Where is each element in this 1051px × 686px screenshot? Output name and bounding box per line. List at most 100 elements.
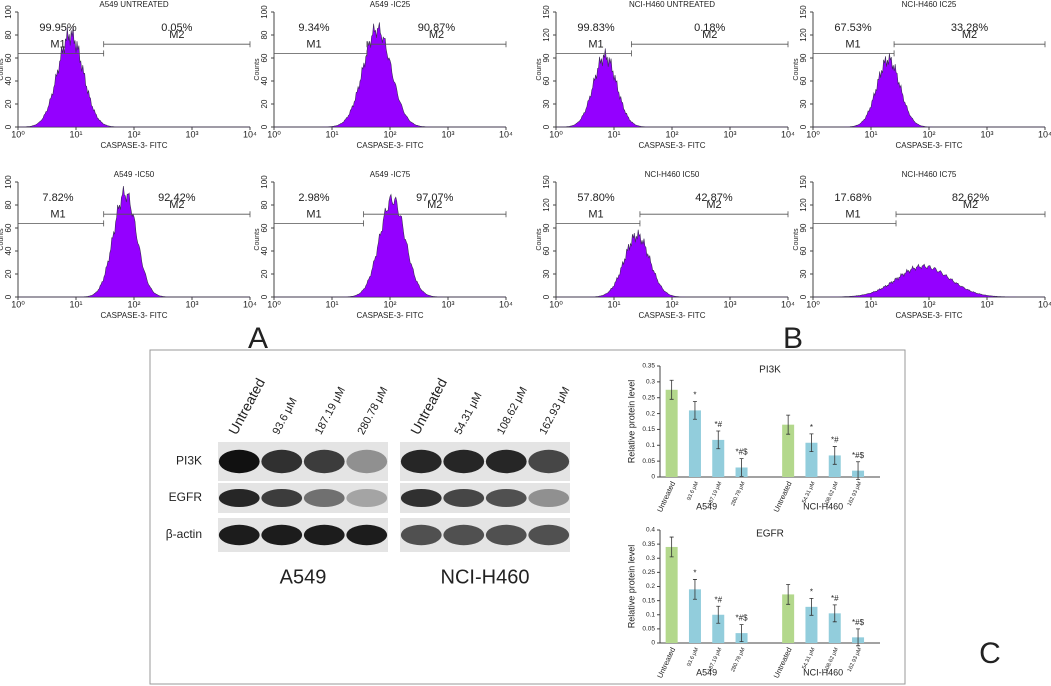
x-tick-label: 10² [383, 129, 396, 139]
y-axis-label: Counts [793, 58, 800, 81]
y-tick-label: 120 [542, 28, 551, 42]
x-tick-label: 10³ [723, 129, 736, 139]
significance-label: *# [831, 594, 839, 603]
y-tick-label: 120 [542, 198, 551, 212]
x-tick-label: 10³ [185, 129, 198, 139]
y-tick-label: 120 [799, 198, 808, 212]
gate-name: M2 [169, 29, 184, 41]
y-tick-label: 30 [542, 269, 551, 278]
x-tick-label: 10⁰ [267, 129, 281, 139]
flow-plot: NCI-H460 IC25 0 30 60 90 120 150 10⁰ 10¹ 10² 10³ 10… [793, 0, 1051, 150]
error-bar [692, 401, 697, 420]
gate-name: M1 [588, 208, 603, 220]
bar [782, 424, 795, 477]
x-tick-label: 10⁰ [549, 299, 563, 309]
gate-name: M1 [50, 208, 65, 220]
chart-title: PI3K [759, 365, 781, 376]
blot-band [261, 524, 303, 546]
x-tick-label: 10² [127, 299, 140, 309]
blot-band [218, 449, 260, 474]
histogram [274, 22, 506, 128]
x-axis-label: CASPASE-3- FITC [896, 141, 963, 150]
flow-title: NCI-H460 IC25 [902, 0, 957, 9]
y-tick-label: 0.3 [646, 379, 655, 386]
error-bar [856, 461, 861, 480]
bar [782, 594, 795, 643]
blot-band [303, 489, 345, 507]
y-tick-label: 30 [799, 99, 808, 108]
flow-plot: NCI-H460 IC75 0 30 60 90 120 150 10⁰ 10¹ 10² 10³ 10… [793, 170, 1051, 320]
x-tick-label: 10³ [185, 299, 198, 309]
x-tick-label: 10⁴ [499, 299, 513, 309]
y-tick-label: 0.25 [642, 569, 655, 576]
x-tick-label: 10⁴ [1038, 299, 1051, 309]
error-bar [669, 536, 674, 558]
histogram [813, 263, 1045, 298]
x-axis-label: CASPASE-3- FITC [896, 311, 963, 320]
gate-percent: 99.83% [577, 22, 615, 34]
blot-band [400, 524, 442, 546]
y-tick-label: 60 [4, 53, 13, 62]
histogram [813, 53, 1045, 128]
lane-label: 54.31 μM [452, 390, 484, 436]
blot-band [528, 449, 570, 474]
x-tick-label: 93.6 μM [686, 647, 700, 668]
gate-name: M2 [427, 199, 442, 211]
group-label: NCI-H460 [803, 667, 843, 677]
y-axis-label: Relative protein level [626, 545, 636, 629]
y-tick-label: 90 [799, 53, 808, 62]
x-axis-label: CASPASE-3- FITC [101, 311, 168, 320]
x-tick-label: 10⁴ [781, 129, 795, 139]
y-tick-label: 20 [260, 99, 269, 108]
gate-name: M1 [306, 208, 321, 220]
significance-label: *#$ [736, 614, 749, 623]
x-tick-label: 10¹ [69, 299, 82, 309]
y-tick-label: 0 [799, 124, 808, 129]
x-tick-label: 10³ [441, 299, 454, 309]
error-bar [669, 379, 674, 400]
y-tick-label: 60 [260, 53, 269, 62]
bar [688, 410, 701, 477]
x-tick-label: 93.6 μM [686, 481, 700, 502]
y-tick-label: 20 [260, 269, 269, 278]
y-tick-label: 90 [542, 223, 551, 232]
y-tick-label: 30 [542, 99, 551, 108]
x-axis-label: CASPASE-3- FITC [101, 141, 168, 150]
bar-chart: 0 0.05 0.1 0.15 0.2 0.25 0.3 0.35 PI3K Relative p… [626, 363, 880, 514]
blot-band [485, 449, 527, 474]
x-tick-label: 10¹ [607, 129, 620, 139]
bar [665, 546, 678, 643]
blot-band [346, 489, 388, 507]
flow-plot: A549 -IC25 0 20 40 60 80 100 10⁰ 10¹ 10² 10³ 10⁴ CAS… [254, 0, 513, 150]
histogram [18, 26, 250, 128]
x-tick-label: 10⁰ [267, 299, 281, 309]
error-bar [786, 584, 791, 605]
significance-label: *# [714, 595, 722, 604]
error-bar [832, 446, 837, 465]
y-tick-label: 30 [799, 269, 808, 278]
significance-label: * [693, 391, 696, 400]
bar-chart: 0 0.05 0.1 0.15 0.2 0.25 0.3 0.35 0.4 EGFR Relativ… [626, 527, 880, 680]
error-bar [786, 414, 791, 435]
y-tick-label: 60 [4, 223, 13, 232]
y-tick-label: 0.1 [646, 611, 655, 618]
x-tick-label: 10⁴ [499, 129, 513, 139]
y-axis-label: Relative protein level [626, 380, 636, 464]
y-tick-label: 0.25 [642, 394, 655, 401]
blot-band [528, 489, 570, 507]
flow-title: NCI-H460 IC75 [902, 170, 957, 179]
y-tick-label: 0 [4, 294, 13, 299]
gate-name: M2 [169, 199, 184, 211]
y-tick-label: 40 [260, 246, 269, 255]
gate-percent: 7.82% [42, 192, 73, 204]
blot-band [346, 449, 388, 474]
y-tick-label: 0 [260, 124, 269, 129]
y-tick-label: 0.2 [646, 583, 655, 590]
x-tick-label: 10³ [980, 299, 993, 309]
y-tick-label: 0 [542, 294, 551, 299]
protein-label: EGFR [169, 490, 203, 504]
blot-band [443, 524, 485, 546]
y-tick-label: 0 [651, 640, 655, 647]
bar [805, 442, 818, 477]
gate-percent: 42.87% [695, 192, 733, 204]
